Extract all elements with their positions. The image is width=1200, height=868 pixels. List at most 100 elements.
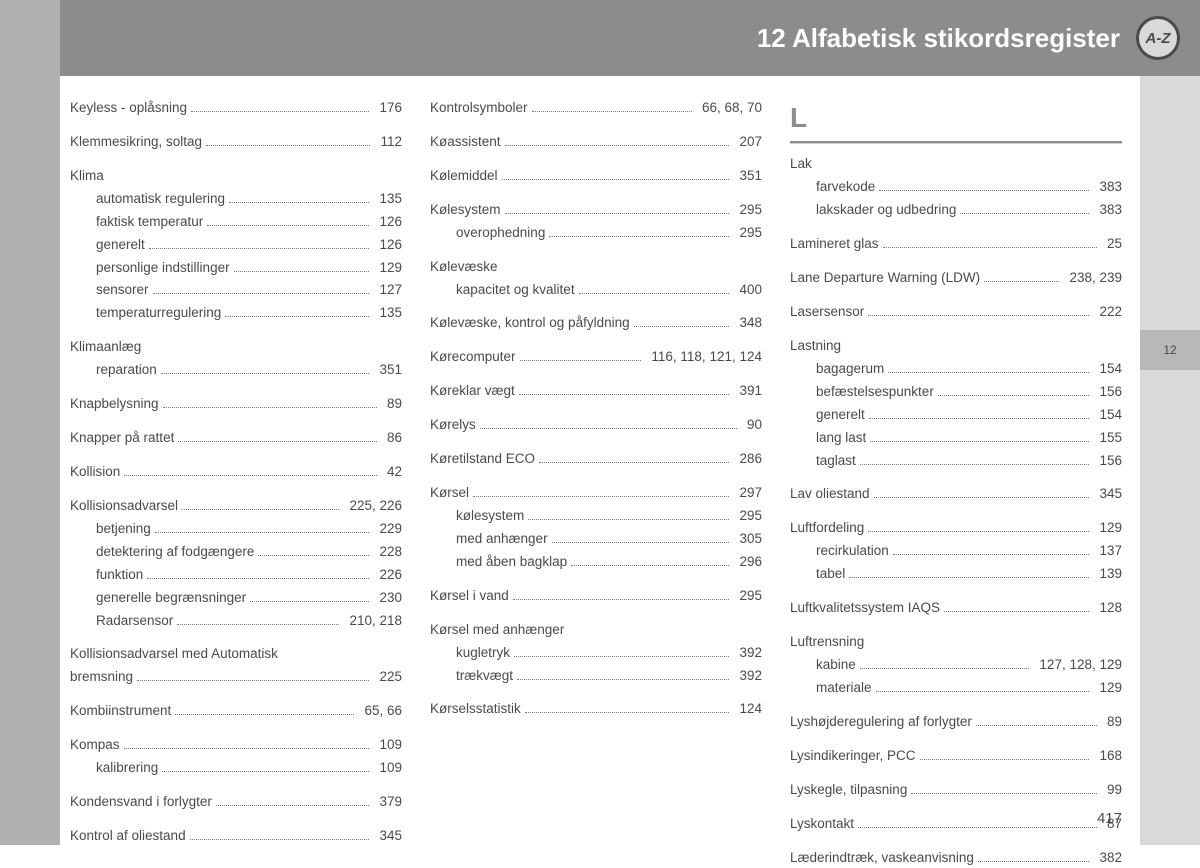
index-entry-page: 351 (733, 166, 762, 187)
index-entry-label: Kølemiddel (430, 166, 498, 187)
spacer (790, 837, 1122, 846)
index-entry-label: Kølesystem (430, 200, 501, 221)
leader-dots (149, 248, 370, 249)
leader-dots (579, 293, 730, 294)
header-bar: 12 Alfabetisk stikordsregister A-Z (60, 0, 1200, 76)
index-subentry: generelle begrænsninger230 (70, 588, 402, 609)
index-entry: Kondensvand i forlygter 379 (70, 792, 402, 813)
index-entry-label: kugletryk (456, 643, 510, 664)
leader-dots (552, 542, 730, 543)
index-entry-page: 112 (374, 132, 402, 153)
index-entry-label: Kondensvand i forlygter (70, 792, 212, 813)
index-entry-label: Radarsensor (96, 611, 173, 632)
leader-dots (505, 145, 730, 146)
leader-dots (480, 428, 737, 429)
index-subentry: generelt126 (70, 235, 402, 256)
leader-dots (888, 372, 1089, 373)
index-entry-page: 25 (1101, 234, 1122, 255)
leader-dots (147, 578, 369, 579)
index-entry-page: 286 (733, 449, 762, 470)
spacer (70, 815, 402, 824)
leader-dots (860, 464, 1090, 465)
spacer (430, 609, 762, 618)
leader-dots (571, 565, 729, 566)
index-entry-label: Kompas (70, 735, 120, 756)
index-entry-page: 154 (1093, 405, 1122, 426)
spacer (790, 735, 1122, 744)
index-entry-label: trækvægt (456, 666, 513, 687)
leader-dots (944, 611, 1089, 612)
index-entry-page: 155 (1093, 428, 1122, 449)
index-entry-page: 225, 226 (343, 496, 402, 517)
leader-dots (177, 624, 339, 625)
index-entry: Køretilstand ECO 286 (430, 449, 762, 470)
spacer (430, 404, 762, 413)
index-entry-label: Lane Departure Warning (LDW) (790, 268, 980, 289)
index-entry-page: 305 (733, 529, 762, 550)
index-entry-page: 345 (373, 826, 402, 847)
index-subentry: personlige indstillinger129 (70, 258, 402, 279)
index-entry-label: faktisk temperatur (96, 212, 203, 233)
spacer (790, 473, 1122, 482)
index-entry-page: 392 (733, 643, 762, 664)
leader-dots (207, 225, 369, 226)
spacer (430, 302, 762, 311)
index-subentry: tabel139 (790, 564, 1122, 585)
leader-dots (163, 407, 377, 408)
index-entry-page: 129 (1093, 678, 1122, 699)
index-entry: Kørselsstatistik124 (430, 699, 762, 720)
leader-dots (514, 656, 729, 657)
leader-dots (920, 759, 1090, 760)
index-entry-page: 345 (1093, 484, 1122, 505)
index-subentry: materiale129 (790, 678, 1122, 699)
index-subentry: lakskader og udbedring383 (790, 200, 1122, 221)
spacer (70, 326, 402, 335)
index-entry-page: 126 (373, 235, 402, 256)
leader-dots (868, 315, 1089, 316)
index-entry-label: Kølevæske, kontrol og påfyldning (430, 313, 630, 334)
leader-dots (234, 271, 370, 272)
index-entry: Lav oliestand345 (790, 484, 1122, 505)
leader-dots (860, 668, 1030, 669)
index-entry-page: 351 (373, 360, 402, 381)
index-entry-page: 135 (373, 303, 402, 324)
index-entry-label: lakskader og udbedring (816, 200, 956, 221)
leader-dots (229, 202, 369, 203)
spacer (430, 155, 762, 164)
right-margin-bar (1140, 0, 1200, 845)
index-entry-page: 129 (373, 258, 402, 279)
index-entry-label: Kørelys (430, 415, 476, 436)
index-entry-page: 210, 218 (343, 611, 402, 632)
leader-dots (505, 213, 730, 214)
index-entry-page: 348 (733, 313, 762, 334)
index-column-1: Keyless - oplåsning176Klemmesikring, sol… (70, 96, 402, 797)
index-entry: Læderindtræk, vaskeanvisning382 (790, 848, 1122, 868)
az-index-icon: A-Z (1136, 16, 1180, 60)
index-entry-label: Køretilstand ECO (430, 449, 535, 470)
index-entry-page: 379 (373, 792, 402, 813)
index-subentry: generelt154 (790, 405, 1122, 426)
index-column-3: LLakfarvekode383lakskader og udbedring38… (790, 96, 1122, 797)
index-entry-page: 89 (1101, 712, 1122, 733)
leader-dots (473, 496, 729, 497)
leader-dots (870, 441, 1089, 442)
spacer (70, 633, 402, 642)
leader-dots (978, 861, 1090, 862)
leader-dots (162, 771, 369, 772)
index-entry-label: befæstelsespunkter (816, 382, 934, 403)
index-entry-page: 109 (373, 758, 402, 779)
index-entry-label: Luftkvalitetssystem IAQS (790, 598, 940, 619)
index-entry-page: 391 (733, 381, 762, 402)
spacer (70, 383, 402, 392)
spacer (430, 121, 762, 130)
index-entry-page: 66, 68, 70 (696, 98, 762, 119)
index-entry: Kørsel297 (430, 483, 762, 504)
index-entry-page: 126 (373, 212, 402, 233)
leader-dots (520, 360, 642, 361)
index-entry-page: 176 (373, 98, 402, 119)
page-number: 417 (1097, 810, 1122, 827)
index-entry-page: 168 (1093, 746, 1122, 767)
index-subentry: faktisk temperatur 126 (70, 212, 402, 233)
index-entry-page: 238, 239 (1063, 268, 1122, 289)
index-entry-page: 156 (1093, 382, 1122, 403)
